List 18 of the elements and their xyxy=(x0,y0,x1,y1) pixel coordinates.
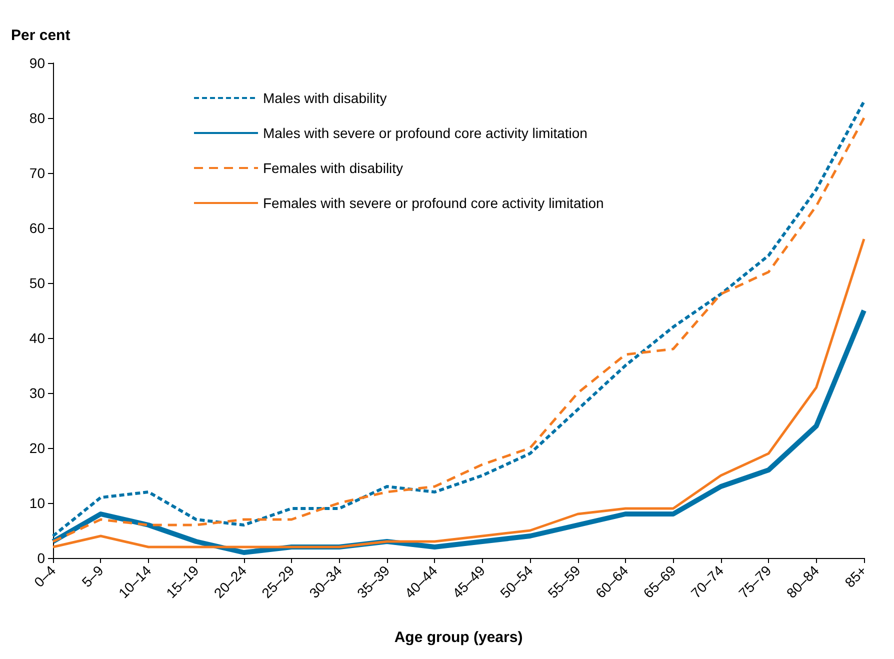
y-tick-label: 70 xyxy=(29,165,46,181)
x-tick-label: 5–9 xyxy=(78,562,107,590)
y-tick-label: 80 xyxy=(29,110,46,126)
legend-label: Females with severe or profound core activity limitation xyxy=(263,195,604,211)
y-tick-label: 20 xyxy=(29,440,46,456)
y-tick-label: 10 xyxy=(29,495,46,511)
y-tick-label: 40 xyxy=(29,330,46,346)
line-series xyxy=(52,238,866,548)
y-tick-label: 50 xyxy=(29,275,46,291)
legend-label: Females with disability xyxy=(263,160,404,176)
legend-label: Males with severe or profound core activity limitation xyxy=(263,125,588,141)
x-tick-label: 85+ xyxy=(842,562,870,590)
y-tick-label: 90 xyxy=(29,55,46,71)
y-axis-title: Per cent xyxy=(11,27,70,44)
legend-label: Males with disability xyxy=(263,90,387,106)
y-tick-label: 30 xyxy=(29,385,46,401)
y-tick-label: 60 xyxy=(29,220,46,236)
x-axis-title: Age group (years) xyxy=(394,629,523,646)
